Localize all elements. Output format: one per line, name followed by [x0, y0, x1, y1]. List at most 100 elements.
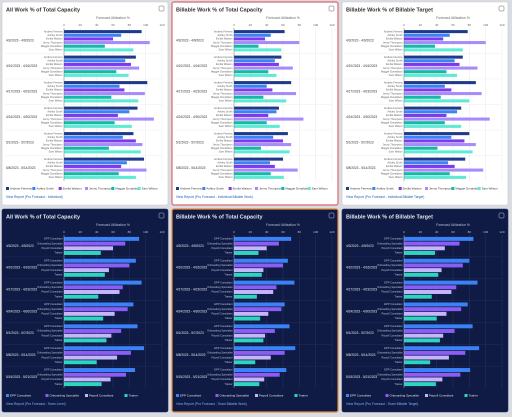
bar-name: Andrew Ferreira [384, 106, 403, 110]
category-label: 4/24/2023 - 4/30/2023 [6, 115, 37, 119]
report-link[interactable]: View Report (Pro Forecast - Team Billabl… [176, 402, 247, 406]
bar [64, 55, 136, 59]
x-tick-label: 0 [233, 230, 235, 234]
panel-menu[interactable] [328, 5, 335, 12]
legend-swatch [294, 394, 298, 397]
bar-name: Maggie Donaldson [41, 44, 63, 48]
legend-label: EPP Consultant [350, 393, 371, 397]
legend-label: Ashley Smith [36, 186, 54, 190]
bar [404, 338, 440, 343]
report-link[interactable]: View Report (Pro Forecast - Team Level) [6, 402, 66, 406]
bar [234, 157, 283, 161]
bar [404, 110, 458, 114]
bar [64, 73, 129, 77]
legend-label: Trainer [299, 393, 308, 397]
bar [404, 92, 482, 96]
category-label: 5/1/2023 - 5/7/2023 [6, 141, 34, 145]
legend-label: Payroll Consultant [89, 393, 114, 397]
legend-label: Andrew Ferreira [10, 186, 32, 190]
x-axis-title: Forecast Utilization % [96, 16, 130, 20]
legend-swatch [215, 394, 219, 397]
x-tick-label: 100 [313, 23, 318, 27]
legend-label: Jenny Thompson [429, 186, 452, 190]
bar [234, 99, 287, 103]
bar [404, 329, 455, 333]
bar [64, 139, 136, 143]
bar [234, 368, 287, 372]
bar [404, 285, 457, 290]
bar [404, 290, 452, 294]
panel-menu[interactable] [158, 5, 165, 12]
panel [1, 1, 169, 206]
panel-title: Billable Work % of Billable Target [346, 7, 433, 13]
legend-swatch [307, 187, 311, 190]
bar-name: Onboarding Specialist [37, 372, 63, 376]
legend-label: Andrew Ferreira [350, 186, 372, 190]
x-tick-label: 100 [483, 23, 488, 27]
panel-menu[interactable] [498, 212, 505, 219]
bar-name: Maggie Donaldson [41, 171, 63, 175]
bar-name: Emilia Watson [216, 37, 233, 41]
bar-name: Emilia Watson [46, 164, 63, 168]
x-tick-label: 20 [249, 230, 253, 234]
bar [234, 307, 282, 312]
bar [234, 263, 283, 268]
bar-name: Onboarding Specialist [377, 285, 403, 289]
legend-swatch [45, 394, 49, 397]
bar-name: Emilia Watson [46, 88, 63, 92]
legend-swatch [176, 394, 179, 397]
bar [234, 66, 293, 70]
bar-name: Andrew Ferreira [214, 106, 233, 110]
legend-label: Payroll Consultant [259, 393, 284, 397]
x-tick-label: 80 [128, 230, 132, 234]
bar [404, 150, 473, 154]
category-label: 4/17/2023 - 4/23/2023 [6, 287, 37, 291]
bar-name: Sam Wilson [219, 175, 233, 179]
bar [64, 110, 130, 114]
bar [234, 377, 265, 382]
bar [404, 95, 441, 99]
report-link[interactable]: View Report (Pro Forecast - Individual) [6, 195, 63, 199]
bar-name: EPP Consultant [214, 368, 233, 372]
category-label: 5/8/2023 - 5/14/2023 [6, 353, 36, 357]
bar [234, 161, 270, 165]
legend-swatch [6, 187, 9, 190]
bar [404, 175, 467, 179]
bar-name: Maggie Donaldson [211, 171, 233, 175]
x-tick-label: 80 [468, 23, 472, 27]
report-link[interactable]: View Report (Pro Forecast - Team Billabl… [346, 402, 418, 406]
report-link[interactable]: View Report (Pro Forecast - Individual B… [176, 195, 253, 199]
bar-name: EPP Consultant [214, 237, 233, 241]
x-tick-label: 100 [483, 230, 488, 234]
bar [404, 73, 458, 77]
panel-menu[interactable] [158, 212, 165, 219]
bar [404, 268, 442, 273]
panel-menu[interactable] [328, 212, 335, 219]
bar [234, 55, 282, 59]
bar [404, 88, 452, 92]
bar [404, 346, 480, 351]
report-link[interactable]: View Report (Pro Forecast - Individual B… [346, 195, 424, 199]
legend-label: Jenny Thompson [259, 186, 282, 190]
x-axis-title: Forecast Utilization % [96, 223, 130, 227]
bar [404, 37, 444, 41]
bar-name: Onboarding Specialist [207, 307, 233, 311]
bar [234, 59, 275, 63]
panel-title: Billable Work % of Billable Target [346, 214, 433, 220]
panel-menu[interactable] [498, 5, 505, 12]
bar [234, 346, 296, 351]
bar-name: Maggie Donaldson [211, 95, 233, 99]
bar-name: Payroll Consultant [211, 377, 232, 381]
legend-label: Ashley Smith [206, 186, 224, 190]
bar-name: Sam Wilson [49, 124, 63, 128]
bar [64, 168, 147, 172]
bar-name: Trainer [394, 294, 402, 298]
bar-name: Sam Wilson [219, 150, 233, 154]
bar-name: Trainer [394, 360, 402, 364]
x-tick-label: 20 [79, 230, 83, 234]
bar-name: Payroll Consultant [41, 377, 62, 381]
bar [404, 302, 468, 307]
legend-label: Onboarding Specialist [390, 393, 420, 397]
bar [234, 333, 266, 338]
bar [234, 132, 288, 136]
